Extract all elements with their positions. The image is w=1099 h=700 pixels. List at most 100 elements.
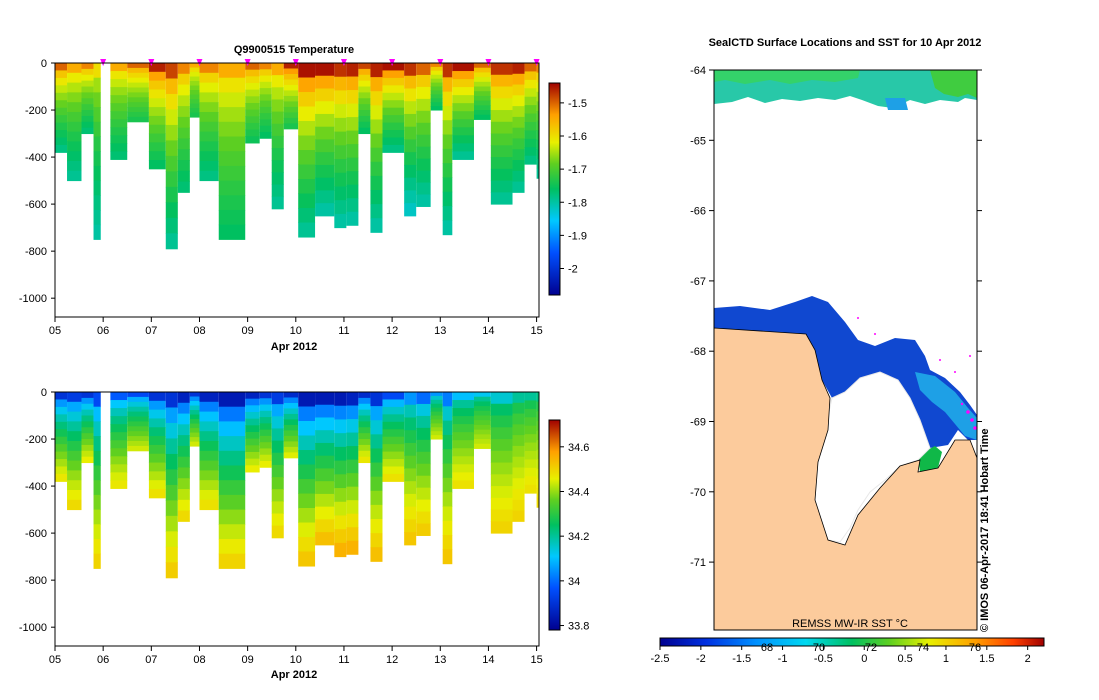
map-source-label: REMSS MW-IR SST °C: [792, 618, 908, 630]
salinity-profile: [110, 392, 128, 489]
salinity-cell: [382, 473, 405, 482]
temperature-cell: [334, 186, 347, 201]
temperature-cell: [189, 94, 200, 100]
temperature-cell: [283, 84, 299, 91]
salinity-cell: [189, 396, 200, 402]
temperature-cell: [346, 90, 359, 105]
temperature-cell: [283, 68, 299, 75]
salinity-cell: [245, 398, 260, 406]
temperature-cell: [55, 63, 68, 71]
temperature-cell: [110, 111, 128, 120]
temperature-cell: [416, 86, 431, 100]
map-y-tick-label: -66: [690, 206, 706, 218]
temperature-cell: [430, 63, 443, 68]
salinity-cell: [524, 442, 537, 452]
salinity-cell: [315, 506, 335, 520]
temperature-profile: [81, 63, 94, 135]
temperature-cell: [473, 105, 491, 111]
temperature-cell: [81, 98, 94, 105]
salinity-cell: [271, 416, 284, 429]
salinity-cell: [346, 446, 359, 461]
salinity-cell: [315, 442, 335, 457]
salinity-cell: [271, 452, 284, 466]
temperature-profile: [283, 63, 299, 130]
salinity-cell: [473, 396, 491, 402]
temperature-cell: [524, 147, 537, 157]
salinity-cell: [199, 440, 219, 452]
temperature-cell: [189, 72, 200, 78]
temperature-cell: [298, 179, 316, 195]
temperature-cell: [127, 111, 149, 118]
temperature-cell: [315, 203, 335, 217]
salinity-cell: [416, 511, 431, 525]
temperature-cell: [416, 74, 431, 88]
temperature-cell: [370, 175, 383, 191]
sst-colorbar: [659, 637, 1045, 647]
temperature-cell: [245, 82, 260, 91]
salinity-cell: [346, 500, 359, 515]
temperature-cell: [382, 137, 405, 146]
salinity-cell: [67, 450, 82, 462]
salinity-cell: [110, 432, 128, 441]
temperature-cell: [346, 103, 359, 118]
salinity-cell: [283, 435, 299, 442]
salinity-cell: [452, 416, 474, 425]
temperature-cell: [127, 102, 149, 108]
temperature-cell: [298, 77, 316, 93]
salinity-cell: [199, 460, 219, 471]
sst-coastal-light: [915, 372, 977, 440]
temperature-cell: [473, 114, 491, 120]
temperature-cell: [199, 111, 219, 123]
salinity-profile: [358, 392, 371, 464]
temperature-cell: [404, 203, 417, 217]
salinity-cell: [55, 451, 68, 460]
salinity-cell: [81, 403, 94, 411]
salinity-cell: [334, 488, 347, 503]
salinity-cell: [189, 432, 200, 438]
temperature-cell: [67, 111, 82, 123]
temperature-cell: [127, 116, 149, 123]
salinity-cell: [382, 429, 405, 438]
temperature-cell: [298, 106, 316, 122]
salinity-cell: [524, 434, 537, 444]
temperature-cell: [382, 70, 405, 79]
salinity-cell: [536, 392, 539, 403]
temperature-cell: [512, 95, 525, 107]
colorbar-tick-label: -1.8: [568, 197, 587, 209]
temperature-cell: [271, 172, 284, 186]
temperature-y-axis: 0 -200 -400 -600 -800 -1000: [19, 58, 55, 305]
salinity-cell: [490, 392, 513, 405]
salinity-cell: [512, 489, 525, 501]
colorbar-tick-label: 34.6: [568, 442, 589, 454]
temperature-cell: [199, 141, 219, 152]
temperature-cell: [536, 72, 539, 83]
temperature-cell: [93, 121, 101, 137]
temperature-cell: [81, 80, 94, 88]
salinity-cell: [283, 413, 299, 420]
salinity-cell: [536, 401, 539, 412]
salinity-profile: [148, 392, 166, 499]
salinity-cell: [189, 437, 200, 443]
temperature-cell: [490, 192, 513, 205]
temperature-profile: [93, 63, 101, 240]
salinity-cell: [370, 490, 383, 506]
temperature-cell: [473, 110, 491, 116]
salinity-cell: [165, 422, 178, 439]
temperature-cell: [189, 76, 200, 82]
salinity-cell: [404, 430, 417, 444]
temperature-cell: [416, 63, 431, 76]
salinity-cell: [430, 403, 443, 409]
salinity-cell: [382, 444, 405, 453]
temperature-cell: [165, 140, 178, 157]
temperature-cell: [346, 63, 359, 78]
salinity-cell: [430, 411, 443, 417]
salinity-cell: [127, 392, 149, 398]
temperature-cell: [416, 98, 431, 112]
temperature-cell: [536, 101, 539, 112]
temperature-cell: [271, 99, 284, 113]
temperature-profile: [67, 63, 82, 182]
salinity-cell: [148, 462, 166, 472]
salinity-profile: [245, 392, 260, 473]
temperature-cell: [404, 88, 417, 102]
salinity-cell: [524, 400, 537, 410]
